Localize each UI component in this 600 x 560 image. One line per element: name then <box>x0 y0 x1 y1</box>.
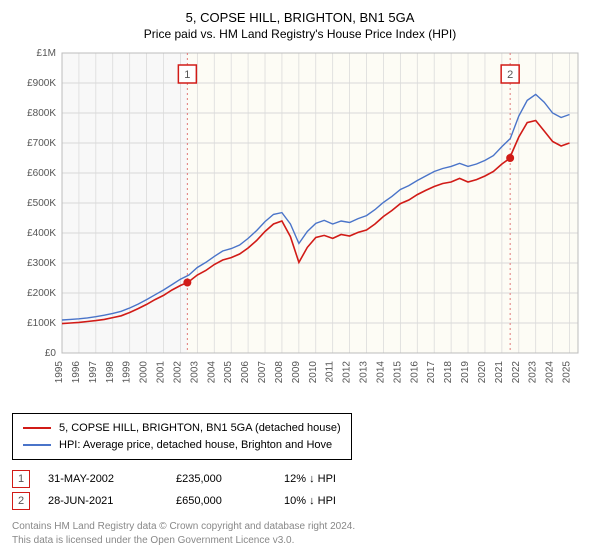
legend-swatch <box>23 427 51 429</box>
svg-text:£600K: £600K <box>27 168 56 179</box>
svg-text:2015: 2015 <box>392 361 403 384</box>
sale-hpi-delta: 12% ↓ HPI <box>284 473 374 485</box>
chart-title: 5, COPSE HILL, BRIGHTON, BN1 5GA <box>12 10 588 25</box>
svg-text:2023: 2023 <box>528 361 539 384</box>
legend-item: HPI: Average price, detached house, Brig… <box>23 437 341 454</box>
legend-swatch <box>23 444 51 446</box>
sale-price: £235,000 <box>176 473 266 485</box>
svg-text:£100K: £100K <box>27 318 56 329</box>
svg-text:2011: 2011 <box>325 361 336 383</box>
svg-text:2025: 2025 <box>562 361 573 384</box>
svg-text:2019: 2019 <box>460 361 471 384</box>
svg-text:£400K: £400K <box>27 228 56 239</box>
sale-hpi-delta: 10% ↓ HPI <box>284 495 374 507</box>
legend-label: HPI: Average price, detached house, Brig… <box>59 437 332 454</box>
svg-text:2003: 2003 <box>189 361 200 384</box>
svg-text:£500K: £500K <box>27 198 56 209</box>
svg-text:£900K: £900K <box>27 78 56 89</box>
svg-text:2005: 2005 <box>223 361 234 384</box>
svg-text:1: 1 <box>184 69 190 81</box>
svg-text:1996: 1996 <box>71 361 82 384</box>
svg-text:2020: 2020 <box>477 361 488 384</box>
sale-date: 28-JUN-2021 <box>48 495 158 507</box>
chart-subtitle: Price paid vs. HM Land Registry's House … <box>12 27 588 41</box>
svg-text:2021: 2021 <box>494 361 505 384</box>
svg-text:2: 2 <box>507 69 513 81</box>
sales-table: 1 31-MAY-2002 £235,000 12% ↓ HPI 2 28-JUN-202… <box>12 468 588 512</box>
legend: 5, COPSE HILL, BRIGHTON, BN1 5GA (detach… <box>12 413 352 460</box>
footer-attribution: Contains HM Land Registry data © Crown c… <box>12 520 588 547</box>
svg-text:£0: £0 <box>45 348 57 359</box>
svg-text:1999: 1999 <box>122 361 133 384</box>
svg-text:£200K: £200K <box>27 288 56 299</box>
legend-item: 5, COPSE HILL, BRIGHTON, BN1 5GA (detach… <box>23 420 341 437</box>
footer-line-2: This data is licensed under the Open Gov… <box>12 534 588 548</box>
sale-row: 2 28-JUN-2021 £650,000 10% ↓ HPI <box>12 490 588 512</box>
footer-line-1: Contains HM Land Registry data © Crown c… <box>12 520 588 534</box>
svg-text:2024: 2024 <box>545 361 556 384</box>
svg-text:2006: 2006 <box>240 361 251 384</box>
svg-text:£1M: £1M <box>37 48 56 59</box>
svg-text:2007: 2007 <box>257 361 268 384</box>
sale-marker-box: 2 <box>12 492 30 510</box>
svg-text:2010: 2010 <box>308 361 319 384</box>
svg-text:£300K: £300K <box>27 258 56 269</box>
svg-text:2018: 2018 <box>443 361 454 384</box>
svg-text:2012: 2012 <box>342 361 353 384</box>
svg-text:1998: 1998 <box>105 361 116 384</box>
legend-label: 5, COPSE HILL, BRIGHTON, BN1 5GA (detach… <box>59 420 341 437</box>
line-chart: £0 £100K £200K £300K £400K £500K £600K £700K £80… <box>12 47 588 407</box>
chart-container: 5, COPSE HILL, BRIGHTON, BN1 5GA Price p… <box>0 0 600 560</box>
svg-text:£800K: £800K <box>27 108 56 119</box>
svg-text:2022: 2022 <box>511 361 522 384</box>
svg-text:2008: 2008 <box>274 361 285 384</box>
chart-area: £0 £100K £200K £300K £400K £500K £600K £700K £80… <box>12 47 588 407</box>
svg-text:2009: 2009 <box>291 361 302 384</box>
svg-text:2016: 2016 <box>409 361 420 384</box>
svg-text:2000: 2000 <box>139 361 150 384</box>
svg-text:2004: 2004 <box>206 361 217 384</box>
sale-row: 1 31-MAY-2002 £235,000 12% ↓ HPI <box>12 468 588 490</box>
svg-text:2002: 2002 <box>172 361 183 384</box>
svg-text:2017: 2017 <box>426 361 437 384</box>
svg-text:2014: 2014 <box>375 361 386 384</box>
sale-price: £650,000 <box>176 495 266 507</box>
sale-marker-box: 1 <box>12 470 30 488</box>
svg-text:1995: 1995 <box>54 361 65 384</box>
sale-date: 31-MAY-2002 <box>48 473 158 485</box>
svg-text:£700K: £700K <box>27 138 56 149</box>
svg-text:2001: 2001 <box>156 361 167 384</box>
svg-text:1997: 1997 <box>88 361 99 384</box>
svg-text:2013: 2013 <box>359 361 370 384</box>
